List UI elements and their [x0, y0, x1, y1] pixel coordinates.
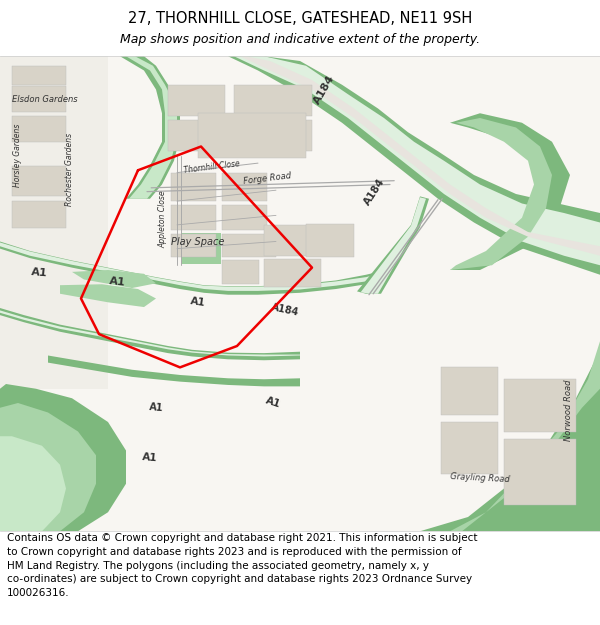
Text: Horsley Gardens: Horsley Gardens	[13, 123, 23, 187]
Text: Play Space: Play Space	[172, 238, 224, 248]
Polygon shape	[222, 234, 276, 257]
Polygon shape	[264, 225, 321, 256]
Text: A1: A1	[148, 402, 164, 413]
Polygon shape	[60, 284, 156, 307]
Polygon shape	[0, 242, 390, 291]
Polygon shape	[450, 341, 600, 531]
Polygon shape	[12, 201, 66, 228]
Polygon shape	[240, 56, 600, 256]
Polygon shape	[0, 56, 108, 389]
Text: A1: A1	[264, 396, 282, 410]
Text: A184: A184	[271, 302, 299, 318]
Polygon shape	[264, 259, 321, 287]
Text: A1: A1	[190, 296, 206, 308]
Polygon shape	[48, 356, 300, 386]
Text: Appleton Close: Appleton Close	[159, 190, 168, 248]
Polygon shape	[228, 56, 600, 275]
Text: 27, THORNHILL CLOSE, GATESHEAD, NE11 9SH: 27, THORNHILL CLOSE, GATESHEAD, NE11 9SH	[128, 11, 472, 26]
Text: Contains OS data © Crown copyright and database right 2021. This information is : Contains OS data © Crown copyright and d…	[7, 533, 478, 598]
Polygon shape	[12, 66, 66, 85]
Polygon shape	[126, 56, 177, 199]
Polygon shape	[198, 113, 306, 158]
Polygon shape	[181, 233, 221, 264]
Text: A184: A184	[311, 73, 337, 106]
Text: A1: A1	[109, 276, 125, 288]
Polygon shape	[504, 439, 576, 505]
Polygon shape	[171, 205, 216, 229]
Polygon shape	[441, 368, 498, 415]
Polygon shape	[171, 234, 216, 257]
Polygon shape	[438, 113, 570, 270]
Polygon shape	[12, 116, 66, 142]
Polygon shape	[0, 241, 390, 295]
Polygon shape	[222, 173, 267, 201]
Text: Thornhill Close: Thornhill Close	[183, 159, 241, 176]
Polygon shape	[0, 384, 126, 531]
Text: Norwood Road: Norwood Road	[564, 379, 574, 441]
Polygon shape	[120, 56, 180, 199]
Polygon shape	[420, 351, 600, 531]
Polygon shape	[0, 308, 300, 360]
Text: Rochester Gardens: Rochester Gardens	[65, 132, 74, 206]
Polygon shape	[504, 379, 576, 431]
Text: Elsdon Gardens: Elsdon Gardens	[12, 96, 78, 104]
Polygon shape	[0, 56, 600, 531]
Polygon shape	[222, 205, 267, 229]
Text: A184: A184	[362, 176, 388, 207]
Polygon shape	[0, 436, 66, 531]
Polygon shape	[171, 173, 216, 201]
Polygon shape	[234, 85, 312, 116]
Polygon shape	[72, 270, 156, 288]
Polygon shape	[0, 311, 300, 356]
Polygon shape	[0, 56, 600, 531]
Polygon shape	[441, 422, 498, 474]
Polygon shape	[450, 118, 552, 270]
Polygon shape	[234, 56, 600, 265]
Polygon shape	[168, 121, 225, 151]
Polygon shape	[168, 85, 225, 116]
Polygon shape	[234, 121, 312, 151]
Polygon shape	[357, 196, 429, 294]
Text: A1: A1	[142, 452, 158, 463]
Text: Grayling Road: Grayling Road	[450, 472, 510, 484]
Polygon shape	[222, 261, 259, 284]
Polygon shape	[361, 198, 426, 294]
Polygon shape	[0, 403, 96, 531]
Polygon shape	[12, 86, 66, 112]
Text: A1: A1	[31, 267, 47, 278]
Polygon shape	[306, 224, 354, 257]
Text: Map shows position and indicative extent of the property.: Map shows position and indicative extent…	[120, 33, 480, 46]
Polygon shape	[12, 166, 66, 196]
Text: Forge Road: Forge Road	[242, 171, 292, 186]
